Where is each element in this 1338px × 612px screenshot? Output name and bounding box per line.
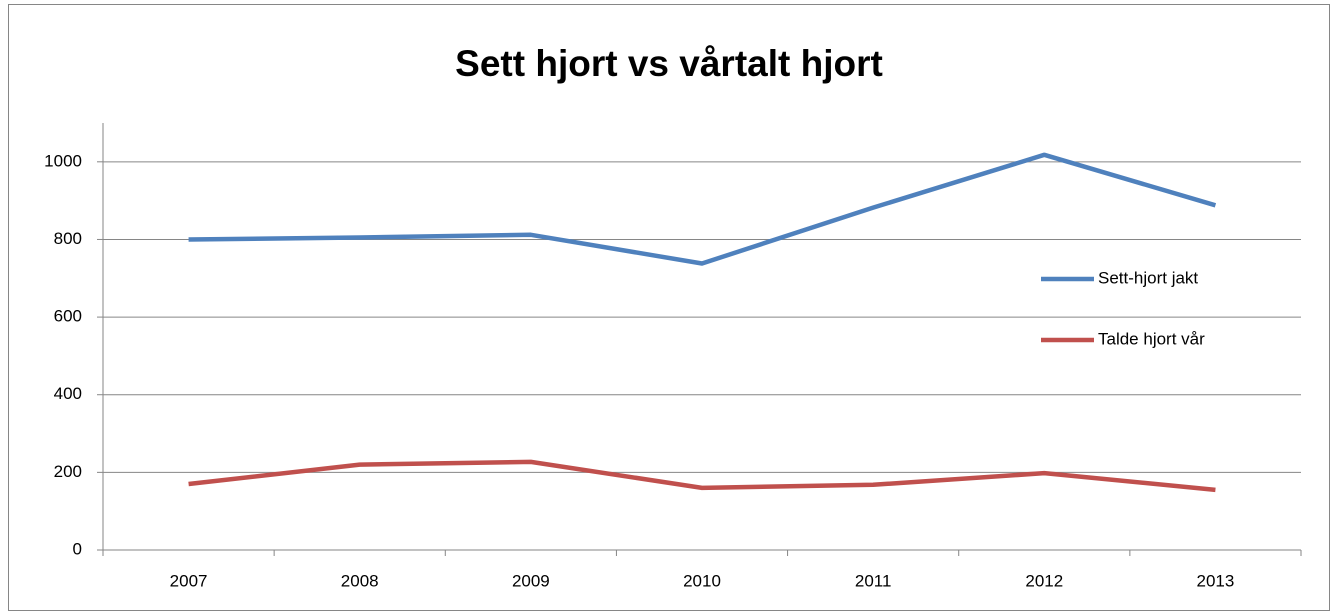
- x-tick-label: 2013: [1197, 571, 1235, 590]
- legend-label: Sett-hjort jakt: [1098, 268, 1198, 287]
- y-tick-label: 1000: [44, 151, 82, 170]
- series-line: [188, 152, 1217, 266]
- legend-label: Talde hjort vår: [1098, 329, 1205, 348]
- chart-title: Sett hjort vs vårtalt hjort: [455, 43, 883, 84]
- y-tick-label: 600: [54, 307, 82, 326]
- y-tick-label: 200: [54, 462, 82, 481]
- x-tick-label: 2012: [1025, 571, 1063, 590]
- x-tick-label: 2007: [170, 571, 208, 590]
- y-tick-label: 400: [54, 384, 82, 403]
- y-tick-label: 0: [73, 539, 82, 558]
- x-tick-label: 2011: [855, 571, 892, 590]
- x-tick-label: 2009: [512, 571, 550, 590]
- x-tick-label: 2010: [683, 571, 721, 590]
- chart-frame: [8, 4, 1330, 611]
- series-line: [188, 459, 1216, 493]
- x-tick-label: 2008: [341, 571, 379, 590]
- y-tick-label: 800: [54, 229, 82, 248]
